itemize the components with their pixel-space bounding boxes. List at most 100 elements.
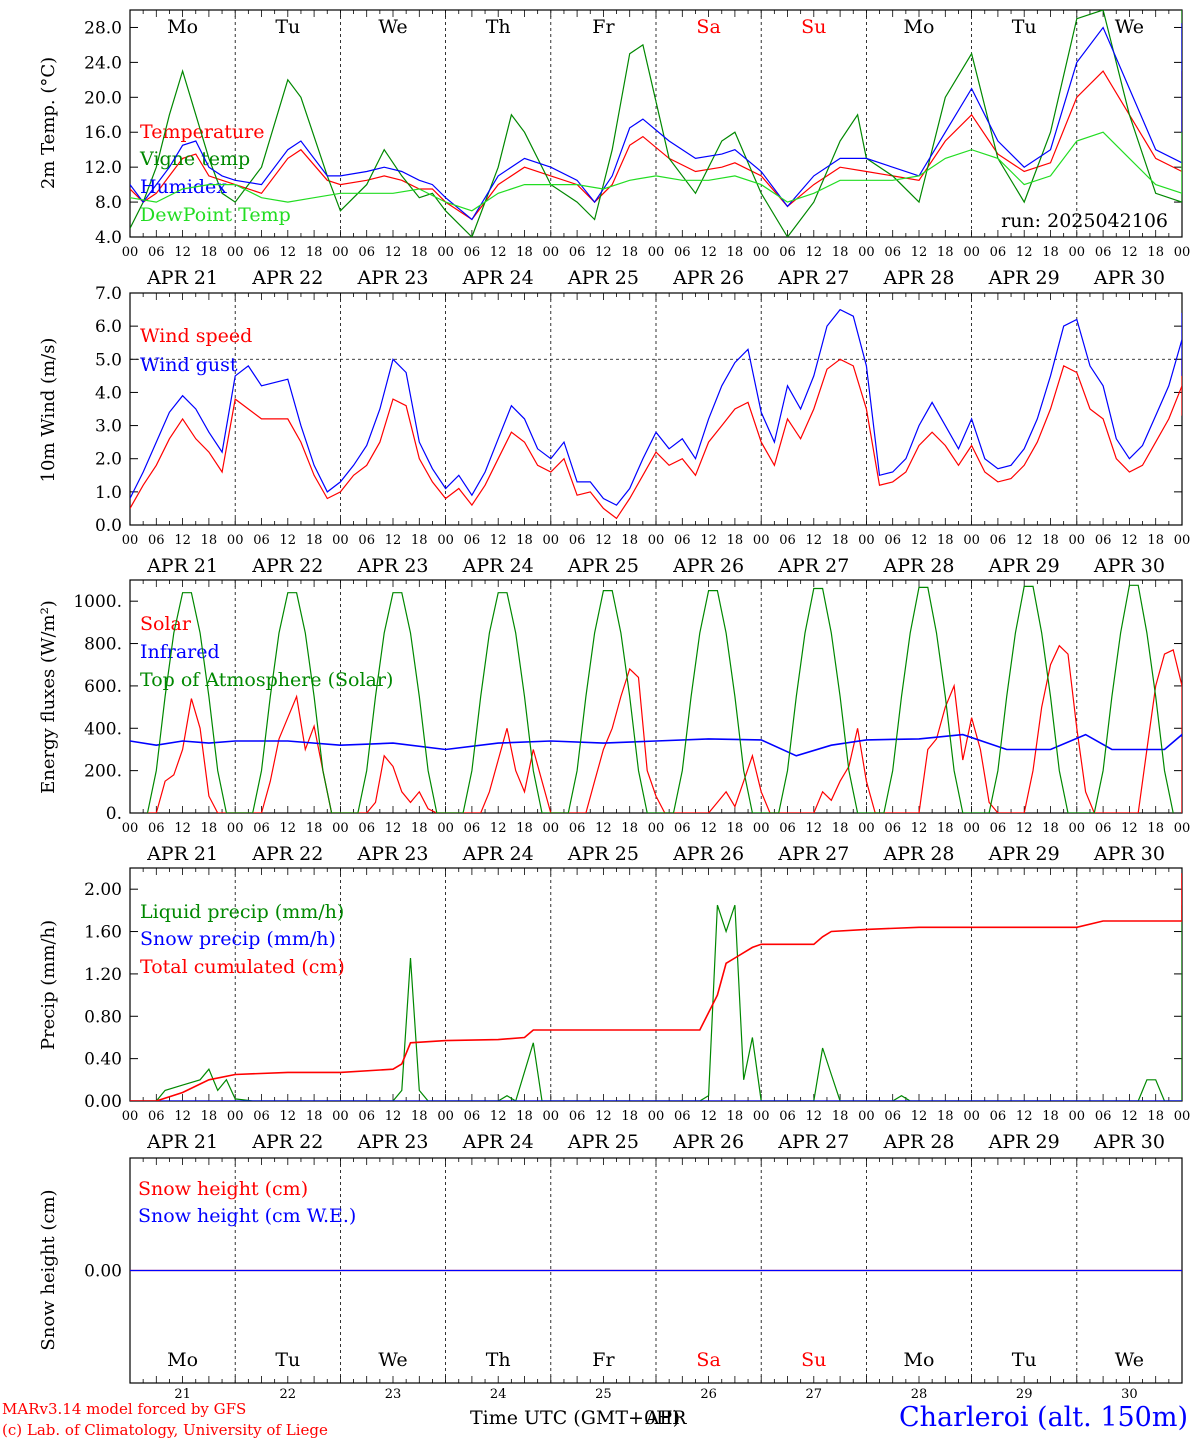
panel-0-y-tick-label: 24.0 bbox=[84, 53, 122, 73]
panel-0-y-tick-label: 20.0 bbox=[84, 88, 122, 108]
panel-0-hour-label: 06 bbox=[779, 245, 796, 260]
panel-3-hour-label: 18 bbox=[411, 1109, 428, 1124]
panel-1-y-label: 10m Wind (m/s) bbox=[38, 338, 59, 483]
panel-0-hour-label: 18 bbox=[621, 245, 638, 260]
day-number: 23 bbox=[385, 1387, 402, 1402]
panel-2-hour-label: 06 bbox=[464, 821, 481, 836]
series-line-liquid-precip-mm-h- bbox=[130, 904, 1182, 1101]
panel-1-hour-label: 12 bbox=[595, 533, 612, 548]
day-number: 25 bbox=[595, 1387, 612, 1402]
day-name-top: Th bbox=[486, 16, 511, 38]
panel-2-hour-label: 12 bbox=[1016, 821, 1033, 836]
panel-2-y-label: Energy fluxes (W/m²) bbox=[38, 600, 59, 794]
panel-1-hour-label: 18 bbox=[306, 533, 323, 548]
panel-3-date-label: APR 25 bbox=[567, 1131, 639, 1153]
day-name-top: We bbox=[1115, 16, 1144, 38]
day-name-top: Fr bbox=[592, 16, 615, 38]
panel-1-date-label: APR 22 bbox=[251, 555, 323, 577]
panel-0-hour-label: 00 bbox=[1069, 245, 1086, 260]
panel-3-y-tick-label: 0.00 bbox=[84, 1092, 122, 1112]
panel-0-date-label: APR 23 bbox=[356, 267, 428, 289]
panel-1-date-label: APR 21 bbox=[146, 555, 218, 577]
day-name-top: We bbox=[378, 16, 407, 38]
panel-3-hour-label: 00 bbox=[227, 1109, 244, 1124]
panel-0-hour-label: 06 bbox=[990, 245, 1007, 260]
panel-2-date-label: APR 25 bbox=[567, 843, 639, 865]
panel-3-y-label: Precip (mm/h) bbox=[38, 920, 59, 1050]
panel-3-hour-label: 06 bbox=[148, 1109, 165, 1124]
panel-0-hour-label: 06 bbox=[464, 245, 481, 260]
panel-3-hour-label: 00 bbox=[332, 1109, 349, 1124]
series-line-vigne-temp bbox=[130, 10, 1182, 237]
day-number: 27 bbox=[806, 1387, 823, 1402]
panel-0-hour-label: 12 bbox=[806, 245, 823, 260]
panel-1-date-label: APR 25 bbox=[567, 555, 639, 577]
panel-1-hour-label: 06 bbox=[253, 533, 270, 548]
panel-1-hour-label: 18 bbox=[1147, 533, 1164, 548]
panel-1-y-tick-label: 5.0 bbox=[95, 350, 122, 370]
panel-2-y-tick-label: 1000. bbox=[73, 592, 122, 612]
panel-2-hour-label: 12 bbox=[1121, 821, 1138, 836]
panel-0-date-label: APR 25 bbox=[567, 267, 639, 289]
panel-0-hour-label: 00 bbox=[332, 245, 349, 260]
panel-1-hour-label: 12 bbox=[806, 533, 823, 548]
panel-1-hour-label: 18 bbox=[201, 533, 218, 548]
panel-0-hour-label: 12 bbox=[1121, 245, 1138, 260]
panel-3-hour-label: 00 bbox=[963, 1109, 980, 1124]
legend-vigne-temp: Vigne temp bbox=[139, 148, 250, 170]
legend-total-cumulated-cm-: Total cumulated (cm) bbox=[140, 956, 345, 978]
panel-2-hour-label: 00 bbox=[1174, 821, 1191, 836]
panel-0-hour-label: 18 bbox=[832, 245, 849, 260]
panel-3-hour-label: 00 bbox=[122, 1109, 139, 1124]
day-name-bottom: Sa bbox=[696, 1349, 720, 1371]
legend-solar: Solar bbox=[140, 613, 192, 635]
series-line-solar bbox=[147, 644, 1182, 813]
panel-2-date-label: APR 27 bbox=[777, 843, 849, 865]
panel-2-hour-label: 18 bbox=[411, 821, 428, 836]
series-line-wind-gust bbox=[130, 308, 1182, 506]
panel-3-hour-label: 06 bbox=[884, 1109, 901, 1124]
panel-0-hour-label: 12 bbox=[700, 245, 717, 260]
panel-1-hour-label: 12 bbox=[1121, 533, 1138, 548]
panel-3-date-label: APR 26 bbox=[672, 1131, 744, 1153]
panel-2-hour-label: 18 bbox=[201, 821, 218, 836]
panel-0-hour-label: 12 bbox=[490, 245, 507, 260]
day-name-top: Tu bbox=[275, 16, 300, 38]
panel-0-hour-label: 06 bbox=[358, 245, 375, 260]
panel-1-hour-label: 12 bbox=[490, 533, 507, 548]
panel-0-hour-label: 00 bbox=[648, 245, 665, 260]
panel-2-hour-label: 12 bbox=[700, 821, 717, 836]
panel-1-hour-label: 06 bbox=[1095, 533, 1112, 548]
panel-3-hour-label: 06 bbox=[1095, 1109, 1112, 1124]
panel-3-y-tick-label: 1.20 bbox=[84, 965, 122, 985]
panel-0-hour-label: 00 bbox=[437, 245, 454, 260]
panel-0-hour-label: 00 bbox=[227, 245, 244, 260]
legend-humidex: Humidex bbox=[140, 176, 227, 198]
panel-1-hour-label: 18 bbox=[937, 533, 954, 548]
panel-3-hour-label: 12 bbox=[1121, 1109, 1138, 1124]
panel-2-hour-label: 00 bbox=[122, 821, 139, 836]
panel-2-hour-label: 06 bbox=[148, 821, 165, 836]
panel-0-hour-label: 06 bbox=[674, 245, 691, 260]
day-name-bottom: Tu bbox=[1012, 1349, 1037, 1371]
panel-1-date-label: APR 26 bbox=[672, 555, 744, 577]
panel-3-hour-label: 18 bbox=[727, 1109, 744, 1124]
panel-3-hour-label: 18 bbox=[201, 1109, 218, 1124]
panel-2-hour-label: 00 bbox=[227, 821, 244, 836]
panel-0-date-label: APR 24 bbox=[462, 267, 534, 289]
panel-3-date-label: APR 29 bbox=[988, 1131, 1060, 1153]
panel-1-hour-label: 12 bbox=[1016, 533, 1033, 548]
panel-3-hour-label: 06 bbox=[358, 1109, 375, 1124]
legend-temperature: Temperature bbox=[140, 121, 264, 143]
panel-2-y-tick-label: 800. bbox=[84, 635, 122, 655]
panel-1-hour-label: 06 bbox=[358, 533, 375, 548]
panel-2-date-label: APR 30 bbox=[1093, 843, 1165, 865]
panel-3-hour-label: 12 bbox=[595, 1109, 612, 1124]
panel-0-date-label: APR 29 bbox=[988, 267, 1060, 289]
day-name-top: Sa bbox=[696, 16, 720, 38]
panel-3-hour-label: 00 bbox=[543, 1109, 560, 1124]
panel-1-date-label: APR 24 bbox=[462, 555, 534, 577]
panel-1-y-tick-label: 4.0 bbox=[95, 383, 122, 403]
panel-0-y-tick-label: 4.0 bbox=[95, 228, 122, 248]
panel-3-hour-label: 12 bbox=[385, 1109, 402, 1124]
